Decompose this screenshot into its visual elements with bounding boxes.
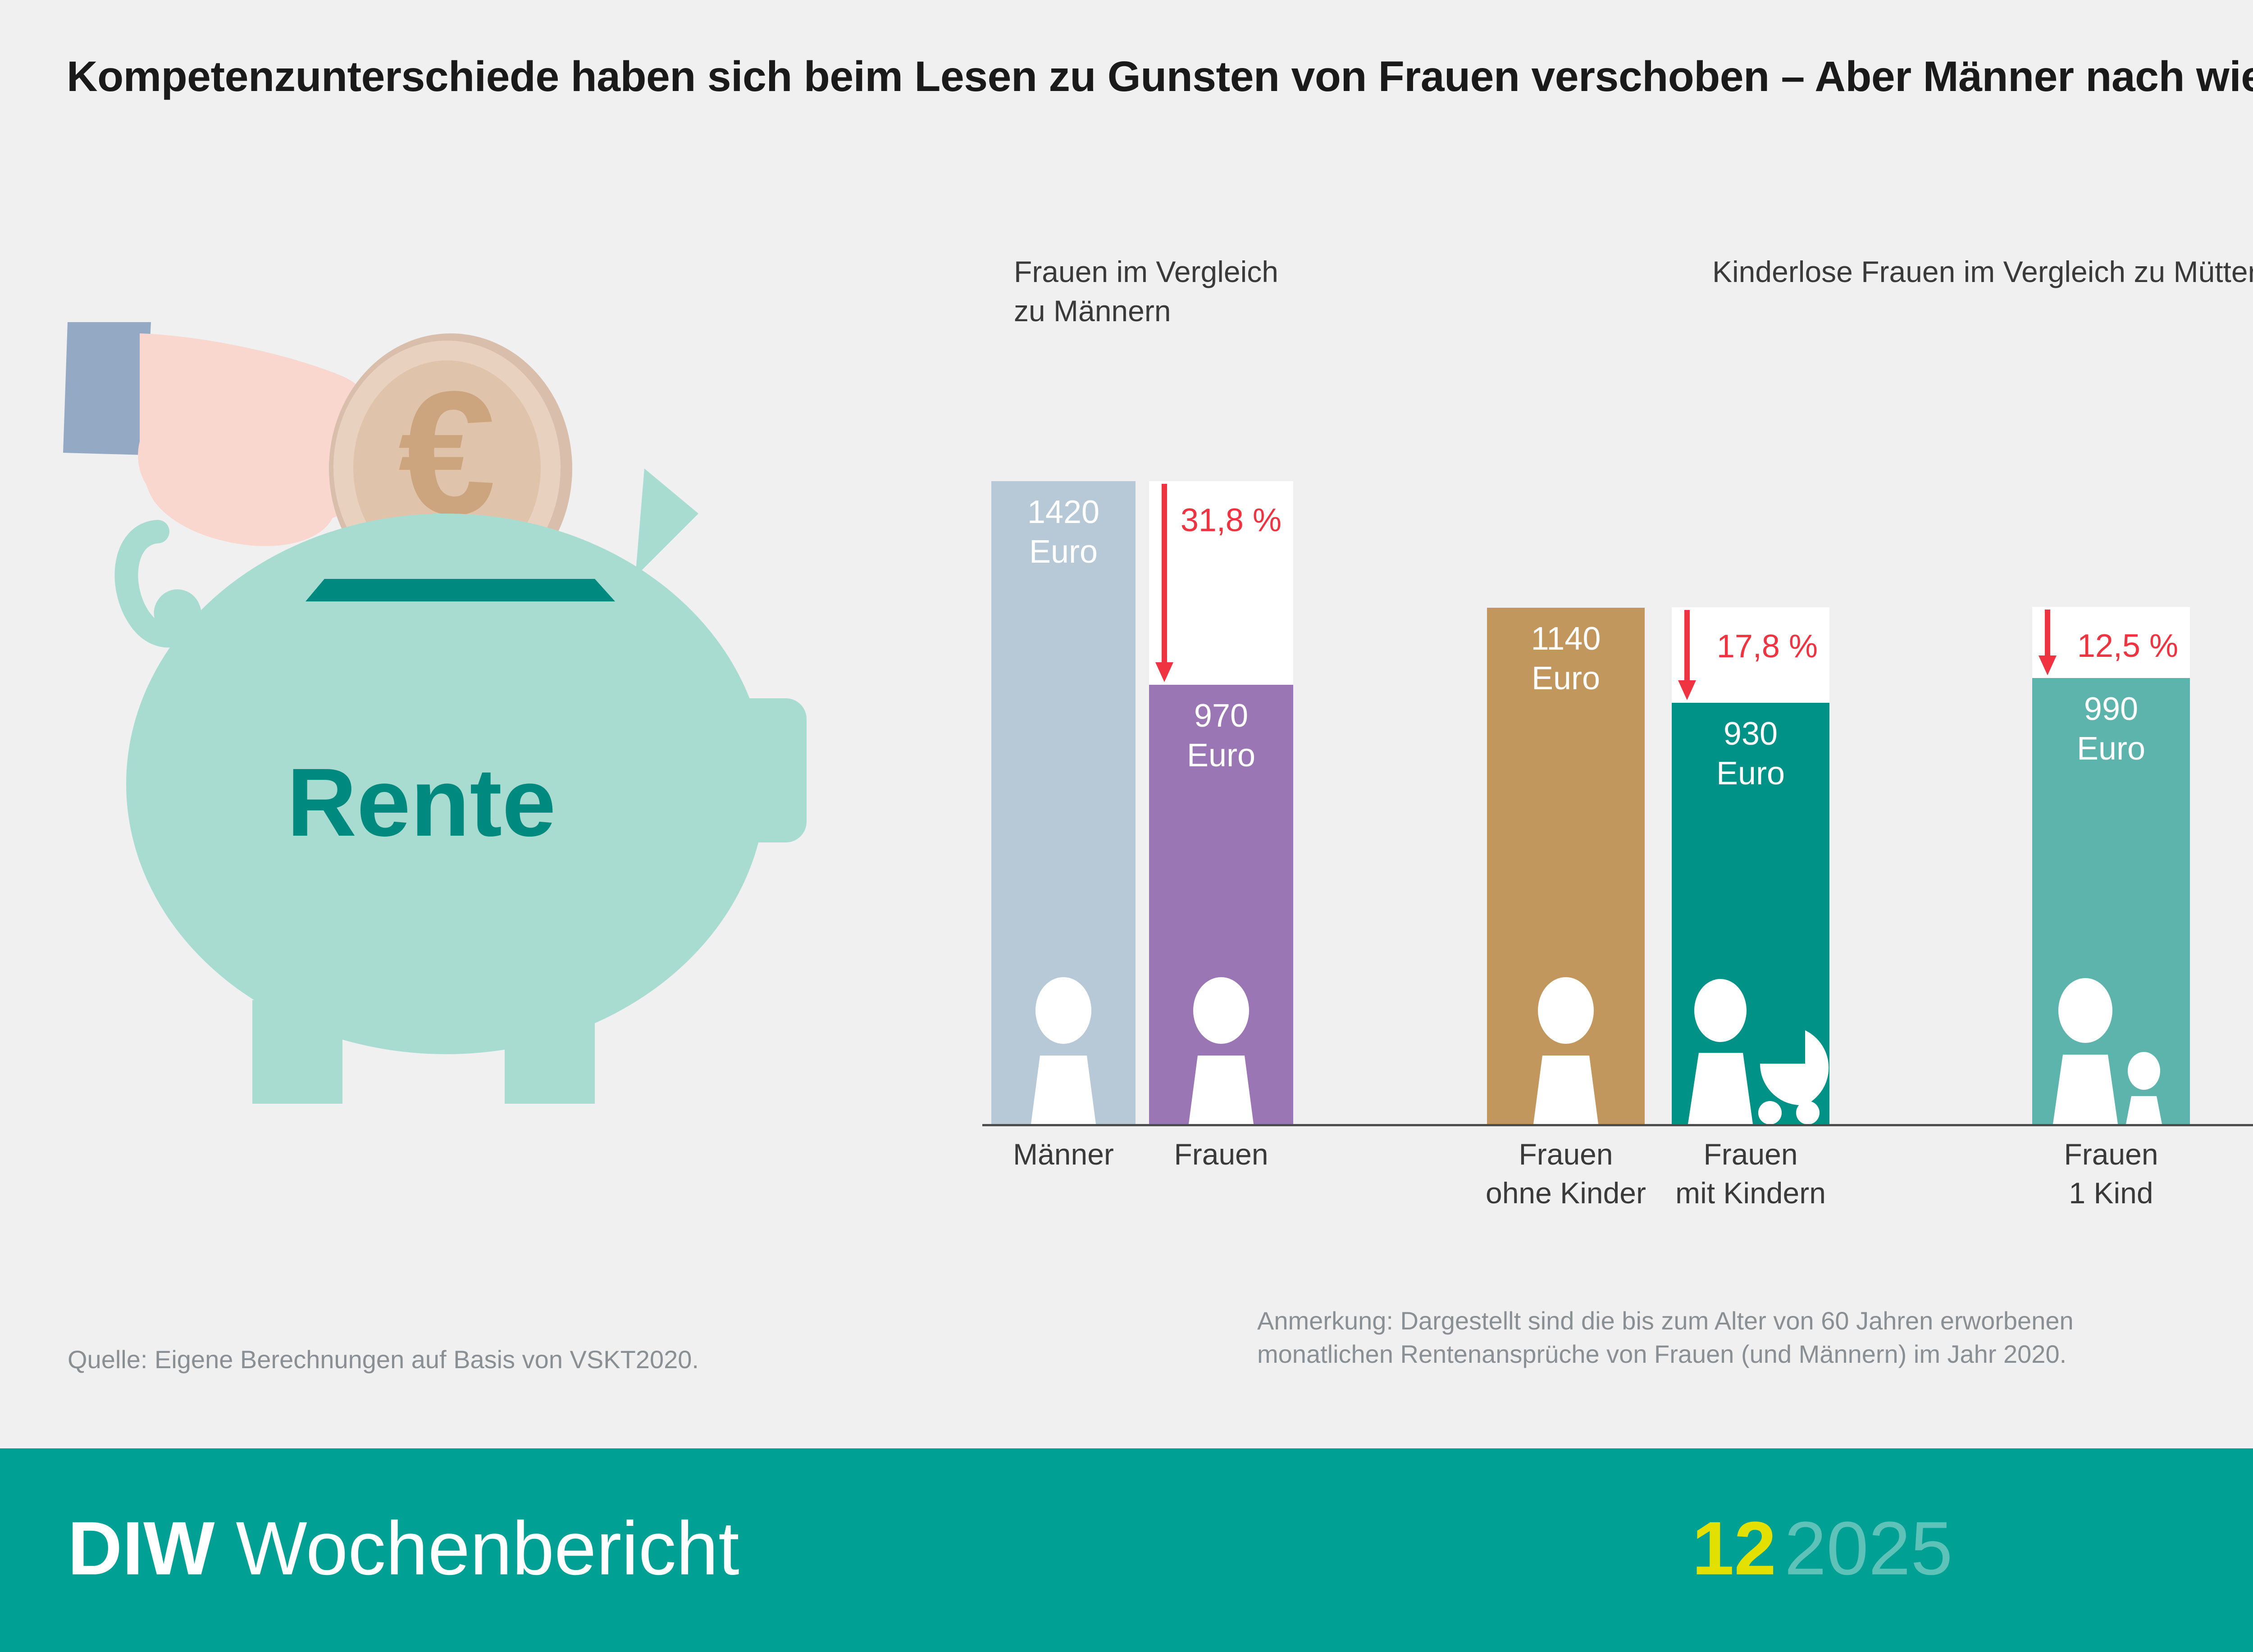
page-title: Kompetenzunterschiede haben sich beim Le… xyxy=(67,53,2253,100)
bar-maenner[interactable]: 1420 Euro xyxy=(991,481,1136,1124)
axis-baseline xyxy=(982,1124,2253,1126)
issue-number: 12 xyxy=(1692,1506,1776,1591)
decline-arrow-frauen-1-kind xyxy=(2039,610,2057,675)
issue-indicator: 12 2025 xyxy=(1692,1505,1953,1592)
gap-percent-frauen-1-kind: 12,5 % xyxy=(2077,628,2178,664)
gap-percent-frauen-mit-kindern: 17,8 % xyxy=(1716,628,1818,664)
x-label-frauen-ohne-kinder: Frauen ohne Kinder xyxy=(1486,1138,1646,1210)
bar-frauen-ohne-kinder[interactable]: 1140 Euro xyxy=(1487,608,1645,1124)
gap-percent-frauen: 31,8 % xyxy=(1180,502,1282,538)
bar-value-frauen: 970 Euro xyxy=(1186,698,1256,774)
pictogram-man xyxy=(991,975,1136,1124)
bar-value-frauen-ohne-kinder: 1140 Euro xyxy=(1531,621,1601,696)
group-label-women-vs-men: Frauen im Vergleich zu Männern xyxy=(1014,255,1278,328)
bar-frauen-1-kind[interactable]: 990 Euro xyxy=(2032,678,2190,1124)
pictogram-woman-with-1-child xyxy=(2032,975,2190,1124)
brand-wochenbericht-word: Wochenbericht xyxy=(214,1506,739,1591)
decline-arrow-frauen xyxy=(1155,484,1173,682)
bar-value-frauen-1-kind: 990 Euro xyxy=(2076,691,2146,767)
x-label-maenner: Männer xyxy=(1013,1138,1114,1171)
bar-chart: Frauen im Vergleich zu Männern Kinderlos… xyxy=(982,252,2253,1297)
issue-year: 2025 xyxy=(1784,1506,1953,1591)
pictogram-woman-childless xyxy=(1487,975,1645,1124)
x-label-frauen-mit-kindern: Frauen mit Kindern xyxy=(1675,1138,1826,1210)
piggy-bank-illustration: € Rente xyxy=(54,279,955,1135)
brand-wochenbericht: DIW Wochenbericht xyxy=(68,1505,739,1592)
pictogram-woman xyxy=(1149,975,1293,1124)
piggy-label: Rente xyxy=(287,748,556,856)
x-label-frauen: Frauen xyxy=(1174,1138,1268,1171)
gap-box-frauen-1-kind: 12,5 % xyxy=(2032,607,2190,678)
x-axis-labels: Männer Frauen Frauen ohne Kinder Frauen … xyxy=(982,1135,2253,1243)
gap-box-frauen: 31,8 % xyxy=(1149,481,1293,685)
bar-value-maenner: 1420 Euro xyxy=(1027,494,1100,570)
gap-box-frauen-mit-kindern: 17,8 % xyxy=(1672,607,1829,703)
note-text: Anmerkung: Dargestellt sind die bis zum … xyxy=(1257,1306,2074,1369)
bar-frauen-mit-kindern[interactable]: 930 Euro xyxy=(1672,703,1829,1124)
bar-frauen[interactable]: 970 Euro xyxy=(1149,685,1293,1124)
bar-value-frauen-mit-kindern: 930 Euro xyxy=(1716,716,1785,792)
decline-arrow-frauen-mit-kindern xyxy=(1678,610,1696,700)
plot-area: 1420 Euro 31,8 % 970 Euro xyxy=(982,401,2253,1126)
brand-diw: DIW xyxy=(68,1506,215,1591)
x-label-frauen-1-kind: Frauen 1 Kind xyxy=(2064,1138,2158,1210)
source-text: Quelle: Eigene Berechnungen auf Basis vo… xyxy=(68,1345,699,1374)
pictogram-woman-with-pram xyxy=(1672,975,1829,1124)
group-label-childless-vs-mothers: Kinderlose Frauen im Vergleich zu Mütter… xyxy=(1712,255,2253,288)
